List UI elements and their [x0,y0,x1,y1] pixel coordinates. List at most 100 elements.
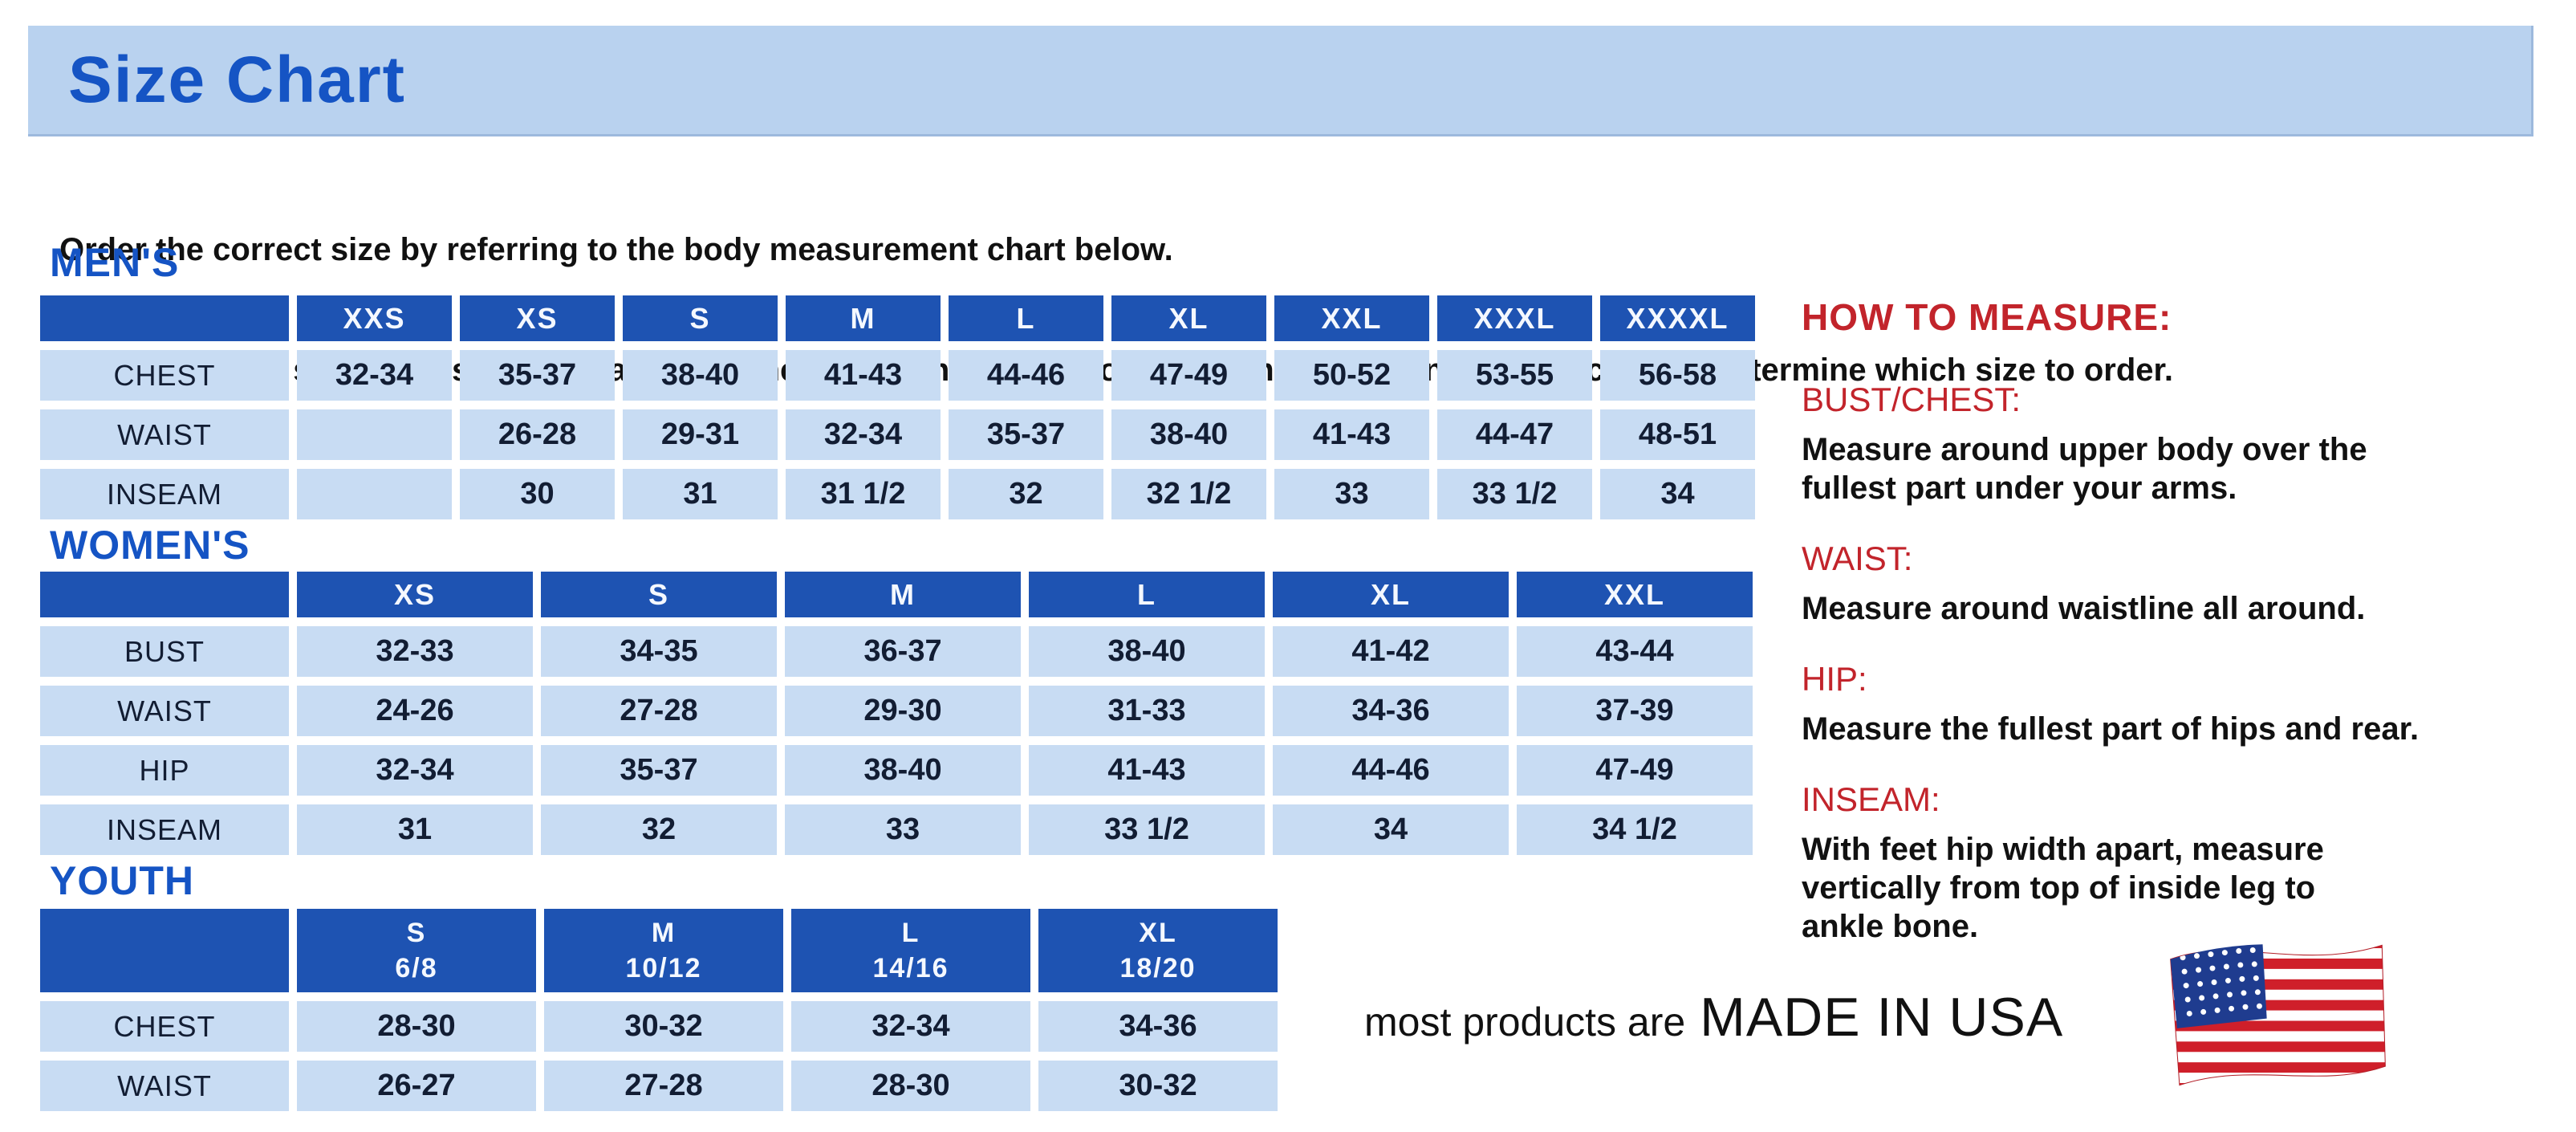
footer-prefix-text: most products are [1364,1000,1686,1044]
mens-value-cell: 56-58 [1600,350,1755,401]
measure-label: WAIST: [1802,540,1913,577]
mens-value-cell: 50-52 [1274,350,1429,401]
womens-row-label: INSEAM [40,804,289,855]
womens-value-cell: 34-36 [1273,686,1509,736]
measure-item-inseam: INSEAM: With feet hip width apart, measu… [1802,780,2532,946]
youth-column-header: XL 18/20 [1038,909,1278,992]
womens-value-cell: 41-42 [1273,626,1509,677]
mens-corner-cell [40,295,289,341]
womens-value-cell: 34 [1273,804,1509,855]
mens-value-cell: 26-28 [460,409,615,460]
youth-value-cell: 34-36 [1038,1001,1278,1052]
mens-value-cell: 53-55 [1437,350,1592,401]
womens-value-cell: 34 1/2 [1517,804,1753,855]
womens-value-cell: 38-40 [1029,626,1265,677]
womens-value-cell: 38-40 [785,745,1021,796]
womens-column-header: XXL [1517,572,1753,617]
mens-value-cell: 35-37 [949,409,1103,460]
youth-column-header: M 10/12 [544,909,783,992]
mens-value-cell: 32-34 [297,350,452,401]
mens-value-cell: 44-46 [949,350,1103,401]
mens-value-cell: 41-43 [1274,409,1429,460]
womens-column-header: M [785,572,1021,617]
mens-column-header: XXS [297,295,452,341]
mens-value-cell: 47-49 [1111,350,1266,401]
mens-size-table: XXS XS S M L XL XXL XXXL XXXXL CHEST 32-34 35-37 38-… [40,295,1755,519]
mens-column-header: S [623,295,778,341]
mens-value-cell: 38-40 [623,350,778,401]
mens-column-header: XL [1111,295,1266,341]
measure-text: With feet hip width apart, measure verti… [1802,832,2324,944]
womens-section-heading: WOMEN'S [50,523,250,568]
measure-text: Measure around upper body over the fulle… [1802,432,2367,506]
womens-value-cell: 24-26 [297,686,533,736]
mens-value-cell: 32-34 [786,409,941,460]
womens-value-cell: 31 [297,804,533,855]
womens-column-header: L [1029,572,1265,617]
mens-value-cell: 33 [1274,469,1429,519]
womens-column-header: XS [297,572,533,617]
womens-value-cell: 32-34 [297,745,533,796]
measure-label: BUST/CHEST: [1802,381,2021,418]
mens-column-header: M [786,295,941,341]
mens-value-cell: 30 [460,469,615,519]
measure-item-bust-chest: BUST/CHEST: Measure around upper body ov… [1802,381,2532,507]
womens-value-cell: 34-35 [541,626,777,677]
womens-corner-cell [40,572,289,617]
womens-value-cell: 33 1/2 [1029,804,1265,855]
youth-value-cell: 27-28 [544,1061,783,1111]
womens-value-cell: 37-39 [1517,686,1753,736]
title-banner: Size Chart [28,26,2533,136]
youth-value-cell: 28-30 [297,1001,536,1052]
mens-value-cell: 32 [949,469,1103,519]
mens-column-header: XXXXL [1600,295,1755,341]
womens-row-label: WAIST [40,686,289,736]
measure-label: INSEAM: [1802,780,1940,818]
mens-column-header: XXXL [1437,295,1592,341]
mens-value-cell: 33 1/2 [1437,469,1592,519]
mens-column-header: XS [460,295,615,341]
youth-value-cell: 28-30 [791,1061,1030,1111]
womens-value-cell: 27-28 [541,686,777,736]
womens-value-cell: 36-37 [785,626,1021,677]
mens-value-cell: 48-51 [1600,409,1755,460]
youth-value-cell: 32-34 [791,1001,1030,1052]
womens-row-label: HIP [40,745,289,796]
mens-value-cell: 29-31 [623,409,778,460]
mens-row-label: CHEST [40,350,289,401]
how-to-measure-title: HOW TO MEASURE: [1802,296,2172,338]
measure-text: Measure the fullest part of hips and rea… [1802,711,2420,747]
mens-column-header: XXL [1274,295,1429,341]
mens-value-cell [297,469,452,519]
womens-column-header: S [541,572,777,617]
youth-value-cell: 26-27 [297,1061,536,1111]
womens-value-cell: 33 [785,804,1021,855]
mens-value-cell: 41-43 [786,350,941,401]
youth-size-table: S 6/8 M 10/12 L 14/16 XL 18/20 CHEST 28-30 30-… [40,909,1278,1111]
measure-text: Measure around waistline all around. [1802,591,2366,626]
mens-row-label: WAIST [40,409,289,460]
mens-value-cell: 44-47 [1437,409,1592,460]
mens-value-cell: 38-40 [1111,409,1266,460]
youth-column-header: L 14/16 [791,909,1030,992]
mens-value-cell: 31 1/2 [786,469,941,519]
youth-row-label: CHEST [40,1001,289,1052]
youth-section-heading: YOUTH [50,858,194,903]
womens-size-table: XS S M L XL XXL BUST 32-33 34-35 36-37 38-40 41-42 4… [40,572,1753,855]
made-in-usa-text: MADE IN USA [1700,987,2064,1048]
measure-label: HIP: [1802,660,1867,698]
womens-value-cell: 32 [541,804,777,855]
womens-column-header: XL [1273,572,1509,617]
womens-value-cell: 43-44 [1517,626,1753,677]
womens-row-label: BUST [40,626,289,677]
womens-value-cell: 32-33 [297,626,533,677]
made-in-usa-line: most products are MADE IN USA [1364,986,2063,1049]
womens-value-cell: 41-43 [1029,745,1265,796]
womens-value-cell: 47-49 [1517,745,1753,796]
mens-value-cell: 31 [623,469,778,519]
youth-column-header: S 6/8 [297,909,536,992]
usa-flag-image [2157,935,2398,1095]
intro-line-1: Order the correct size by referring to t… [59,232,1173,267]
measure-item-hip: HIP: Measure the fullest part of hips an… [1802,660,2532,748]
